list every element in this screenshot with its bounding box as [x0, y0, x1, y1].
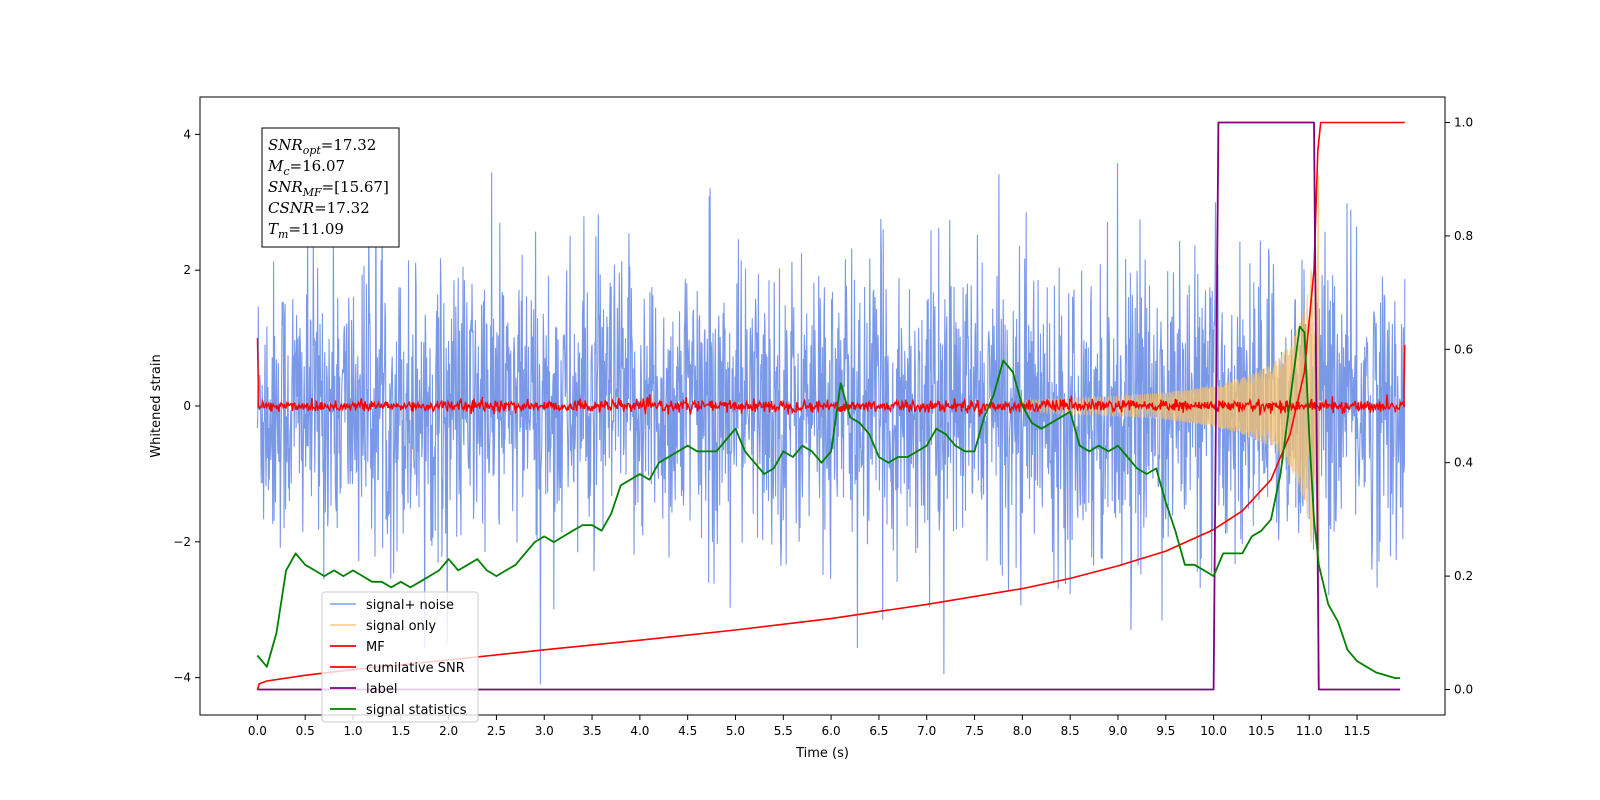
- y-axis-label: Whitened strain: [149, 354, 164, 457]
- series-signal-only-line: [1021, 172, 1320, 649]
- y2-tick-label: 0.6: [1454, 342, 1473, 356]
- series-mf-line: [256, 338, 1406, 417]
- annotation-line: Mc=16.07: [267, 157, 345, 178]
- y-tick-label: 4: [183, 127, 191, 141]
- y2-tick-label: 0.8: [1454, 229, 1473, 243]
- legend-entry-label: label: [366, 682, 397, 697]
- x-tick-label: 2.0: [439, 724, 458, 738]
- x-tick-label: 9.0: [1108, 724, 1127, 738]
- signal-statistics-layer: [256, 325, 1401, 679]
- x-tick-label: 0.5: [296, 724, 315, 738]
- x-tick-label: 11.5: [1344, 724, 1371, 738]
- x-tick-label: 4.5: [678, 724, 697, 738]
- x-tick-label: 5.5: [774, 724, 793, 738]
- annotation-line: CSNR=17.32: [268, 199, 370, 217]
- annotation-symbol: SNR: [268, 136, 303, 154]
- x-tick-label: 6.0: [822, 724, 841, 738]
- annotation-symbol: CSNR: [268, 199, 314, 217]
- annotation-subscript: opt: [303, 144, 322, 157]
- y-tick-label: −2: [173, 535, 191, 549]
- annotation-subscript: MF: [302, 186, 322, 199]
- annotation-line: SNRopt=17.32: [268, 136, 376, 157]
- y2-tick-label: 0.0: [1454, 682, 1473, 696]
- series-signal-noise-line: [256, 134, 1406, 685]
- legend-entry-label: signal statistics: [366, 703, 467, 718]
- x-tick-label: 1.5: [391, 724, 410, 738]
- x-tick-label: 7.5: [965, 724, 984, 738]
- annotation-frame: [261, 127, 400, 248]
- annotation-value: =17.32: [321, 136, 377, 154]
- y2-tick-label: 1.0: [1454, 116, 1473, 130]
- annotation-value: =[15.67]: [322, 178, 389, 196]
- x-tick-label: 3.0: [535, 724, 554, 738]
- legend-entry-label: signal only: [366, 619, 436, 634]
- annotation-line: SNRMF=[15.67]: [268, 178, 389, 199]
- signal-only-layer: [1021, 172, 1320, 649]
- x-tick-label: 7.0: [917, 724, 936, 738]
- y-tick-label: 0: [183, 399, 191, 413]
- x-tick-label: 10.0: [1200, 724, 1227, 738]
- x-axis-ticks: 0.0 0.5 1.0 1.5 2.0 2.5 3.0 3.5 4.0 4.5 5.0 5.5 6.0 6…: [248, 715, 1371, 738]
- x-tick-label: 3.5: [583, 724, 602, 738]
- x-tick-label: 1.0: [343, 724, 362, 738]
- legend-frame: [321, 591, 479, 723]
- x-axis-label: Time (s): [795, 746, 849, 761]
- x-tick-label: 5.0: [726, 724, 745, 738]
- x-tick-label: 2.5: [487, 724, 506, 738]
- series-label-line: [257, 121, 1401, 691]
- annotation-subscript: m: [278, 228, 288, 241]
- x-tick-label: 11.0: [1296, 724, 1323, 738]
- mf-layer: [256, 338, 1406, 417]
- annotation-symbol: T: [268, 220, 279, 238]
- y-tick-label: −4: [173, 671, 191, 685]
- x-tick-label: 6.5: [869, 724, 888, 738]
- signal-noise-layer: [256, 134, 1406, 685]
- label-layer: [257, 121, 1401, 691]
- annotation-value: =11.09: [288, 220, 344, 238]
- x-tick-label: 0.0: [248, 724, 267, 738]
- legend-entry-label: MF: [366, 640, 385, 655]
- series-signal-statistics-line: [256, 325, 1401, 679]
- annotation-value: =16.07: [290, 157, 346, 175]
- x-tick-label: 8.5: [1061, 724, 1080, 738]
- annotation-symbol: M: [267, 157, 284, 175]
- x-tick-label: 4.0: [630, 724, 649, 738]
- annotation-subscript: c: [283, 165, 289, 178]
- legend-entry-label: signal+ noise: [366, 598, 454, 613]
- x-tick-label: 9.5: [1156, 724, 1175, 738]
- x-tick-label: 8.0: [1013, 724, 1032, 738]
- y2-tick-label: 0.4: [1454, 456, 1473, 470]
- y-tick-label: 2: [183, 263, 191, 277]
- legend: signal+ noise signal only MF cumilative SNR…: [321, 591, 479, 723]
- annotation-line: Tm=11.09: [268, 220, 344, 241]
- annotation-value: =17.32: [314, 199, 370, 217]
- y2-axis-ticks: 0.0 0.2 0.4 0.6 0.8 1.0: [1445, 116, 1473, 696]
- y-axis-ticks: −4 −2 0 2 4: [173, 127, 200, 685]
- annotation-box: SNRopt=17.32Mc=16.07SNRMF=[15.67]CSNR=17…: [261, 127, 400, 248]
- annotation-symbol: SNR: [268, 178, 303, 196]
- x-tick-label: 10.5: [1248, 724, 1275, 738]
- legend-entry-label: cumilative SNR: [366, 661, 465, 676]
- y2-tick-label: 0.2: [1454, 569, 1473, 583]
